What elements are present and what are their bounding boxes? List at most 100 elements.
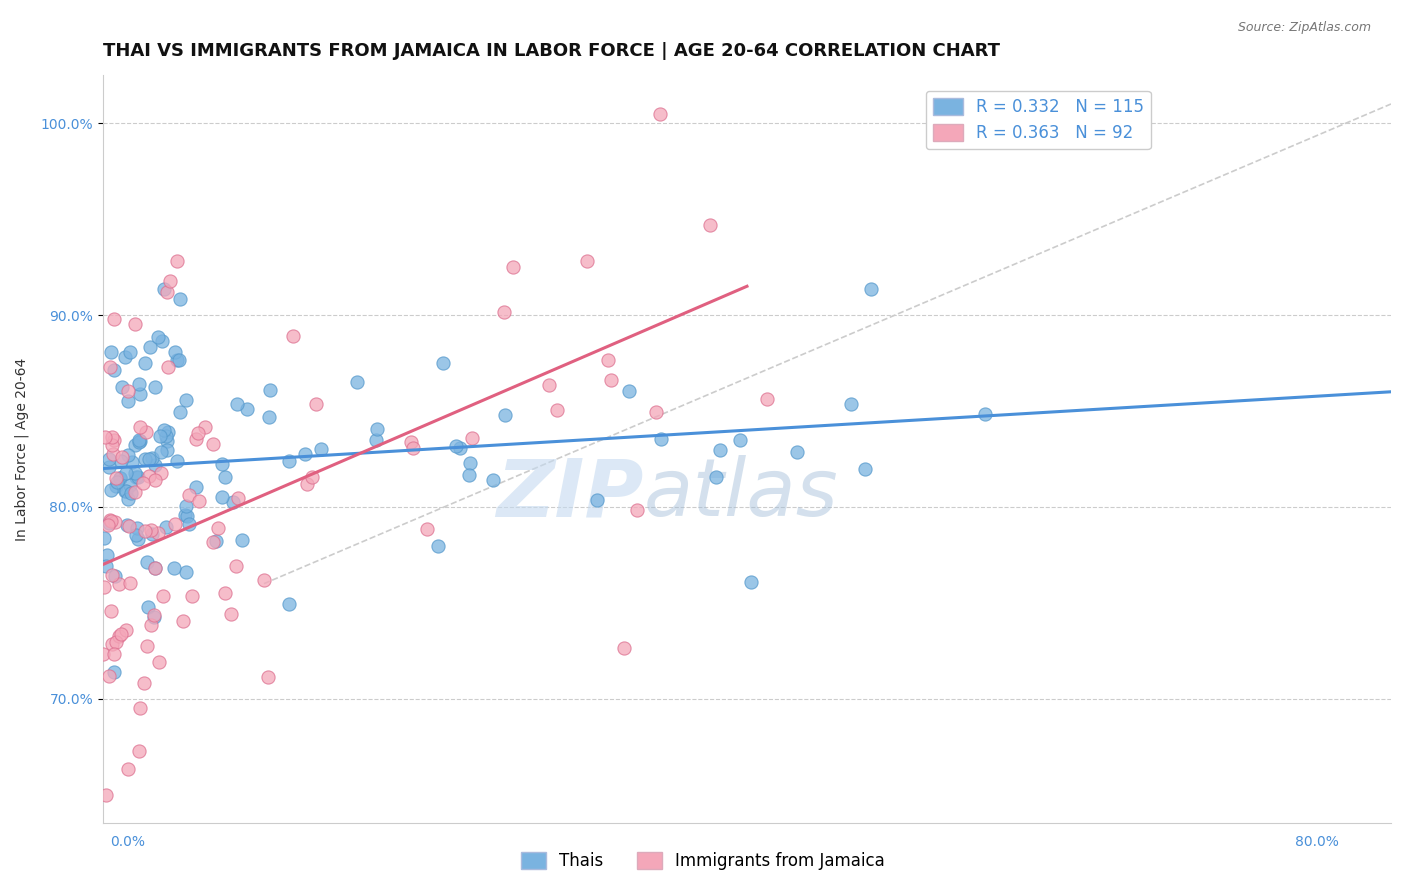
Point [165, 517, 187, 532]
Point [96, 548, 118, 562]
Point [730, 433, 752, 447]
Point [100, 604, 122, 618]
Point [134, 356, 156, 370]
Point [139, 341, 162, 355]
Point [155, 442, 177, 457]
Text: 0.0%: 0.0% [110, 835, 145, 849]
Point [135, 425, 157, 439]
Point [457, 468, 479, 483]
Point [94, 788, 117, 802]
Point [709, 443, 731, 458]
Point [132, 476, 155, 491]
Point [124, 318, 146, 332]
Point [97, 460, 120, 475]
Point [156, 434, 179, 448]
Point [124, 470, 146, 484]
Point [650, 432, 672, 446]
Point [156, 285, 179, 299]
Point [142, 610, 165, 624]
Point [366, 422, 388, 436]
Point [108, 471, 131, 485]
Point [143, 380, 166, 394]
Point [346, 375, 368, 389]
Point [283, 329, 305, 343]
Point [141, 450, 163, 465]
Point [277, 597, 299, 611]
Point [427, 540, 450, 554]
Point [740, 575, 762, 590]
Point [253, 573, 276, 587]
Point [101, 446, 124, 460]
Point [128, 434, 150, 449]
Point [143, 561, 166, 575]
Point [98, 516, 121, 530]
Point [169, 292, 191, 306]
Point [546, 402, 568, 417]
Point [305, 397, 328, 411]
Point [129, 434, 152, 448]
Point [143, 458, 166, 472]
Point [156, 425, 179, 440]
Point [167, 352, 190, 367]
Point [166, 453, 188, 467]
Point [104, 471, 127, 485]
Point [704, 470, 727, 484]
Point [165, 345, 187, 359]
Point [159, 275, 181, 289]
Point [786, 445, 808, 459]
Point [626, 503, 648, 517]
Point [100, 345, 122, 359]
Point [98, 512, 121, 526]
Point [94, 430, 117, 444]
Point [142, 607, 165, 622]
Point [114, 351, 136, 365]
Point [117, 762, 139, 776]
Point [121, 455, 143, 469]
Point [118, 345, 141, 359]
Point [648, 106, 671, 120]
Point [449, 441, 471, 455]
Point [118, 519, 141, 533]
Point [225, 559, 247, 574]
Point [176, 509, 198, 524]
Point [169, 405, 191, 419]
Point [585, 492, 607, 507]
Point [115, 466, 138, 480]
Point [128, 744, 150, 758]
Point [613, 641, 636, 656]
Point [150, 445, 173, 459]
Point [124, 485, 146, 500]
Point [103, 647, 125, 661]
Point [149, 429, 172, 443]
Point [277, 454, 299, 468]
Point [494, 409, 516, 423]
Point [124, 438, 146, 452]
Point [294, 447, 316, 461]
Point [100, 514, 122, 528]
Point [132, 676, 155, 690]
Point [117, 492, 139, 507]
Point [502, 260, 524, 274]
Point [107, 629, 129, 643]
Point [188, 494, 211, 508]
Point [184, 432, 207, 446]
Point [97, 518, 120, 533]
Point [101, 430, 124, 444]
Point [207, 521, 229, 535]
Point [148, 526, 170, 541]
Point [118, 478, 141, 492]
Point [214, 469, 236, 483]
Point [108, 576, 131, 591]
Point [364, 433, 387, 447]
Point [108, 471, 131, 485]
Point [415, 522, 437, 536]
Point [143, 473, 166, 487]
Point [117, 384, 139, 398]
Point [617, 384, 640, 398]
Point [101, 438, 124, 452]
Point [98, 452, 121, 467]
Point [576, 254, 599, 268]
Point [101, 568, 124, 582]
Point [600, 373, 623, 387]
Point [127, 521, 149, 535]
